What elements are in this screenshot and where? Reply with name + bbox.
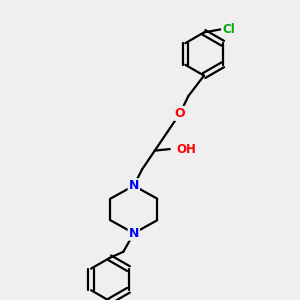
Text: N: N: [129, 179, 139, 192]
Text: OH: OH: [176, 142, 196, 156]
Text: N: N: [129, 227, 139, 240]
Text: Cl: Cl: [222, 23, 235, 36]
Text: O: O: [175, 107, 185, 120]
